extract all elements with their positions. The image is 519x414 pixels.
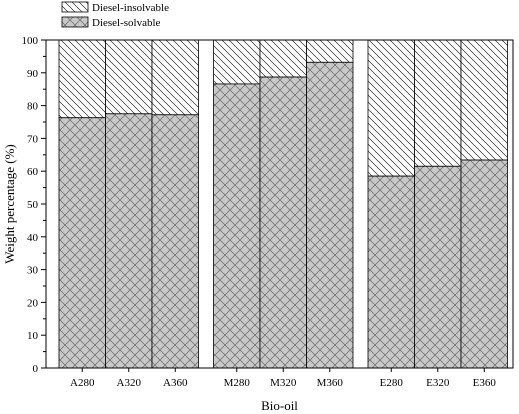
- legend-label-solvable: Diesel-solvable: [92, 17, 161, 29]
- bar-solvable-A360: [151, 114, 199, 369]
- y-tick-label-30: 30: [27, 265, 39, 277]
- x-tick-label-E320: E320: [426, 377, 450, 389]
- x-axis-title: Bio-oil: [261, 398, 298, 413]
- bar-solvable-M320: [259, 76, 307, 369]
- bar-insolvable-E280: [367, 39, 415, 177]
- x-tick-label-E280: E280: [380, 377, 404, 389]
- y-tick-label-20: 20: [27, 297, 39, 309]
- bar-insolvable-E320: [414, 39, 462, 167]
- bar-insolvable-A320: [105, 39, 153, 115]
- legend: Diesel-insolvable Diesel-solvable: [61, 1, 169, 29]
- y-tick-label-100: 100: [22, 35, 39, 47]
- x-axis: A280 A320 A360 M280 M320 M360 E280 E320 E360: [70, 368, 496, 389]
- y-tick-label-0: 0: [33, 363, 39, 375]
- legend-label-insolvable: Diesel-insolvable: [92, 2, 169, 14]
- y-tick-label-50: 50: [27, 199, 39, 211]
- bar-solvable-M360: [306, 61, 354, 369]
- bar-solvable-A320: [105, 113, 153, 369]
- bar-solvable-E320: [414, 165, 462, 369]
- y-tick-label-80: 80: [27, 101, 39, 113]
- legend-swatch-solvable: [61, 16, 89, 28]
- x-tick-label-A280: A280: [70, 377, 95, 389]
- bar-insolvable-M280: [213, 39, 261, 85]
- x-tick-label-M320: M320: [270, 377, 297, 389]
- x-tick-label-A360: A360: [163, 377, 188, 389]
- bar-insolvable-M360: [306, 39, 354, 63]
- y-tick-label-60: 60: [27, 166, 39, 178]
- bar-solvable-E360: [460, 159, 508, 369]
- x-tick-label-M360: M360: [317, 377, 344, 389]
- y-tick-label-70: 70: [27, 133, 39, 145]
- y-axis: 0 10 20 30 40 50 60 70 80 90 100: [22, 35, 46, 375]
- x-tick-label-M280: M280: [224, 377, 251, 389]
- bar-insolvable-A280: [58, 39, 106, 119]
- bar-insolvable-E360: [460, 39, 508, 161]
- y-tick-label-90: 90: [27, 68, 39, 80]
- y-axis-title: Weight percentage (%): [2, 144, 17, 264]
- bar-insolvable-A360: [151, 39, 199, 116]
- bar-solvable-E280: [367, 175, 415, 369]
- x-tick-label-E360: E360: [473, 377, 497, 389]
- x-tick-label-A320: A320: [117, 377, 142, 389]
- y-tick-label-40: 40: [27, 232, 39, 244]
- y-tick-label-10: 10: [27, 330, 39, 342]
- bar-solvable-M280: [213, 83, 261, 369]
- legend-swatch-insolvable: [61, 1, 89, 13]
- bars-layer: [58, 39, 508, 369]
- bar-solvable-A280: [58, 117, 106, 369]
- plot-frame: [45, 39, 514, 369]
- bar-insolvable-M320: [259, 39, 307, 78]
